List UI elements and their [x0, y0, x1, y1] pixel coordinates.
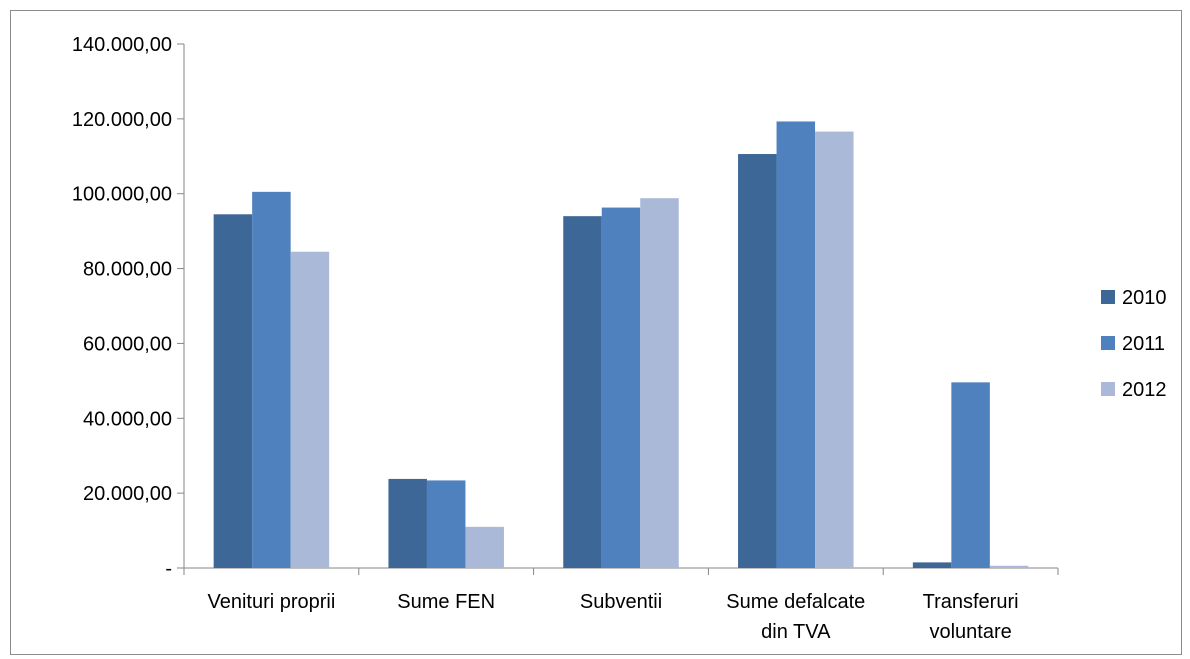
- bar-2010: [213, 214, 253, 569]
- bars: [213, 121, 1029, 569]
- legend-label: 2011: [1122, 333, 1165, 355]
- legend-label: 2010: [1122, 287, 1167, 309]
- legend-swatch-2011: [1101, 336, 1115, 350]
- bar-2012: [640, 198, 679, 568]
- bar-2012: [465, 526, 504, 568]
- x-category-label-line: Venituri proprii: [207, 591, 335, 613]
- x-category-label-line: voluntare: [929, 621, 1011, 643]
- x-category-label: Sume FEN: [397, 591, 495, 613]
- x-category-label: Venituri proprii: [207, 591, 335, 613]
- bar-2010: [563, 216, 602, 568]
- y-tick-label: 140.000,00: [72, 34, 172, 56]
- legend: 2010 2011 2012: [1101, 287, 1167, 401]
- y-tick-label: 40.000,00: [83, 408, 172, 430]
- y-tick-label: 80.000,00: [83, 259, 172, 281]
- legend-swatch-2012: [1101, 382, 1115, 396]
- bar-2011: [776, 121, 816, 568]
- y-tick-label: 60.000,00: [83, 333, 172, 355]
- chart-frame: [10, 10, 1182, 655]
- x-category-label: Sume defalcate din TVA: [726, 591, 865, 643]
- bar-2010: [738, 154, 777, 569]
- bar-2011: [951, 382, 990, 568]
- bar-2010: [912, 562, 952, 568]
- x-category-label-line: Sume FEN: [397, 591, 495, 613]
- y-tick-label: -: [165, 558, 172, 580]
- y-tick-label: 20.000,00: [83, 483, 172, 505]
- bar-2011: [601, 207, 641, 568]
- legend-label: 2012: [1122, 379, 1167, 401]
- y-tick-label: 100.000,00: [72, 184, 172, 206]
- x-category-label-line: Transferuri: [923, 591, 1019, 613]
- y-axis: - 20.000,00 40.000,00 60.000,00 80.000,00 100…: [72, 34, 185, 580]
- bar-2012: [815, 131, 854, 568]
- x-category-label-line: din TVA: [761, 621, 831, 643]
- x-axis: Venituri proprii Sume FEN Subventii Sume de…: [183, 567, 1059, 643]
- legend-swatch-2010: [1101, 290, 1115, 304]
- bar-2011: [252, 191, 291, 569]
- bar-2012: [290, 251, 330, 568]
- bar-2012: [989, 565, 1029, 568]
- x-category-label: Subventii: [580, 591, 662, 613]
- y-tick-label: 120.000,00: [72, 109, 172, 131]
- x-category-label-line: Sume defalcate: [726, 591, 865, 613]
- x-category-label: Transferuri voluntare: [923, 591, 1019, 643]
- bar-2010: [388, 478, 427, 568]
- x-category-label-line: Subventii: [580, 591, 662, 613]
- bar-2011: [426, 480, 466, 568]
